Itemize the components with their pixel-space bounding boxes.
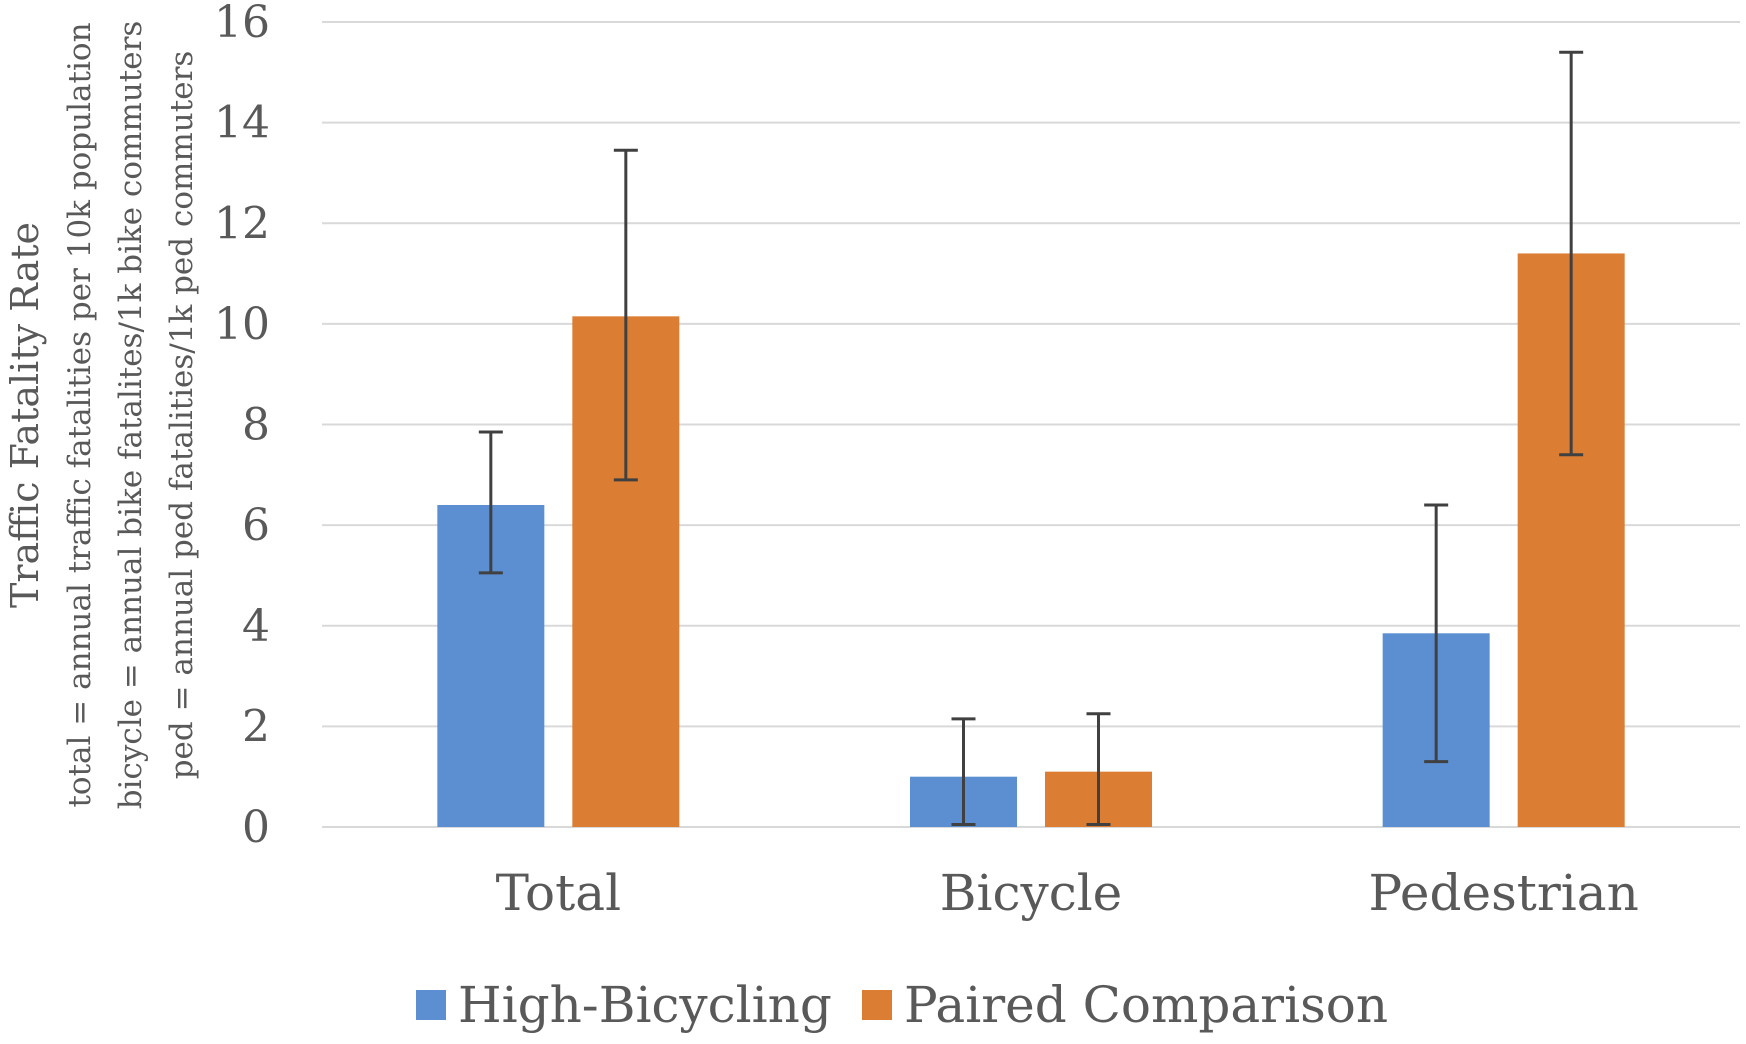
legend: High-Bicycling Paired Comparison xyxy=(416,976,1388,1034)
y-tick-label: 0 xyxy=(242,802,270,853)
y-axis-title-group: Traffic Fatality Rate total = annual tra… xyxy=(3,21,200,810)
category-label-pedestrian: Pedestrian xyxy=(1369,864,1639,922)
x-axis-categories: Total Bicycle Pedestrian xyxy=(496,864,1639,922)
y-axis-subtitle-ped: ped = annual ped fatalities/1k ped commu… xyxy=(164,51,200,780)
legend-swatch-high-bicycling xyxy=(416,990,446,1020)
y-tick-label: 12 xyxy=(214,198,270,249)
error-bar-paired-comparison-bicycle xyxy=(1086,712,1111,826)
y-tick-label: 14 xyxy=(214,98,270,149)
error-bars xyxy=(478,50,1584,826)
error-bar-paired-comparison-total xyxy=(613,148,638,482)
y-tick-label: 2 xyxy=(242,701,270,752)
y-axis-title: Traffic Fatality Rate xyxy=(3,222,47,608)
y-tick-label: 16 xyxy=(214,0,270,48)
legend-label-high-bicycling: High-Bicycling xyxy=(458,976,832,1034)
y-tick-label: 4 xyxy=(242,601,270,652)
error-bar-high-bicycling-pedestrian xyxy=(1424,503,1449,764)
category-label-total: Total xyxy=(496,864,621,922)
legend-label-paired-comparison: Paired Comparison xyxy=(904,976,1388,1034)
y-axis-subtitle-bicycle: bicycle = annual bike fatalites/1k bike … xyxy=(113,21,149,810)
y-axis-ticks: 0 2 4 6 8 10 12 14 16 xyxy=(214,0,270,853)
category-label-bicycle: Bicycle xyxy=(940,864,1123,922)
y-tick-label: 6 xyxy=(242,500,270,551)
bars xyxy=(437,253,1625,827)
error-bar-high-bicycling-total xyxy=(478,430,503,575)
error-bar-high-bicycling-bicycle xyxy=(951,717,976,826)
gridlines xyxy=(322,21,1740,828)
y-axis-subtitle-total: total = annual traffic fatalities per 10… xyxy=(62,22,98,807)
y-tick-label: 10 xyxy=(214,299,270,350)
error-bar-paired-comparison-pedestrian xyxy=(1559,50,1584,457)
legend-swatch-paired-comparison xyxy=(862,990,892,1020)
y-tick-label: 8 xyxy=(242,400,270,451)
